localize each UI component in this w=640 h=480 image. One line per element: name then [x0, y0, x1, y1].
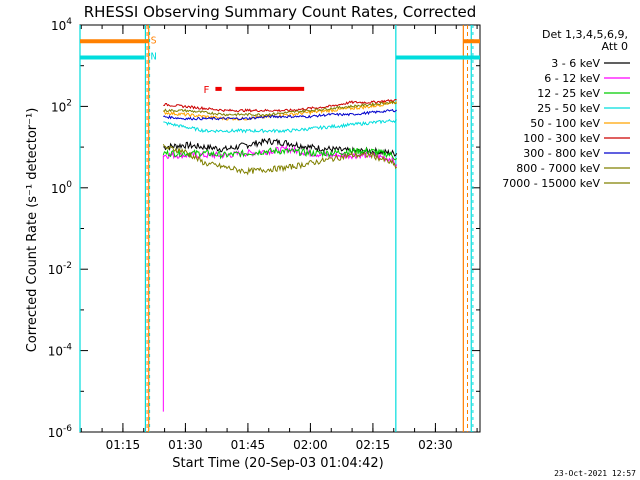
- legend-entry-label: 25 - 50 keV: [537, 102, 600, 115]
- y-axis: 10-6 10-4 10-2 100 102 104: [48, 17, 480, 440]
- x-axis-label: Start Time (20-Sep-03 01:04:42): [172, 456, 383, 471]
- x-tick-label: 01:30: [168, 438, 203, 452]
- legend-entry-label: 100 - 300 keV: [523, 132, 600, 145]
- legend-entry-label: 300 - 800 keV: [523, 147, 600, 160]
- y-tick-label: 102: [51, 98, 72, 114]
- plot-border: [79, 24, 481, 433]
- y-tick-label: 100: [51, 180, 72, 196]
- legend-entry-label: 12 - 25 keV: [537, 87, 600, 100]
- y-axis-label: Corrected Count Rate (s⁻¹ detector⁻¹): [25, 108, 40, 353]
- y-tick-label: 104: [51, 17, 72, 33]
- x-tick-label: 02:15: [356, 438, 391, 452]
- legend-entry-label: 3 - 6 keV: [551, 57, 600, 70]
- saa-flag-label: S: [151, 35, 157, 46]
- series-line-8: [162, 144, 398, 176]
- legend-entry-label: 7000 - 15000 keV: [502, 177, 600, 190]
- chart-title: RHESSI Observing Summary Count Rates, Co…: [84, 3, 477, 21]
- plot-frame: [79, 24, 481, 433]
- flag-bars: SN F: [79, 25, 480, 432]
- x-tick-label: 02:30: [418, 438, 453, 452]
- x-tick-label: 02:00: [293, 438, 328, 452]
- series-layer: [162, 98, 398, 412]
- x-axis: 01:15 01:30 01:45 02:00 02:15 02:30: [80, 25, 478, 452]
- series-line-7: [163, 100, 397, 117]
- series-line-2: [162, 146, 398, 161]
- x-tick-label: 01:15: [106, 438, 141, 452]
- legend-header: Att 0: [602, 40, 628, 53]
- legend-header: Det 1,3,4,5,6,9,: [542, 28, 628, 41]
- flare-flag-label: F: [203, 85, 209, 96]
- series-line-4: [163, 101, 398, 121]
- series-line-5: [163, 98, 397, 113]
- x-tick-label: 01:45: [231, 438, 266, 452]
- series-line-3: [163, 118, 397, 134]
- night-flag-label: N: [151, 52, 157, 63]
- legend-entry-label: 800 - 7000 keV: [516, 162, 600, 175]
- y-tick-label: 10-4: [48, 343, 73, 359]
- legend: Det 1,3,4,5,6,9,Att 03 - 6 keV 6 - 12 keV…: [502, 28, 630, 190]
- y-tick-label: 10-2: [48, 261, 72, 277]
- y-tick-label: 10-6: [48, 424, 73, 440]
- legend-entry-label: 6 - 12 keV: [544, 72, 600, 85]
- series-line-6: [163, 108, 398, 121]
- timestamp: 23-Oct-2021 12:57: [554, 469, 636, 478]
- legend-entry-label: 50 - 100 keV: [530, 117, 600, 130]
